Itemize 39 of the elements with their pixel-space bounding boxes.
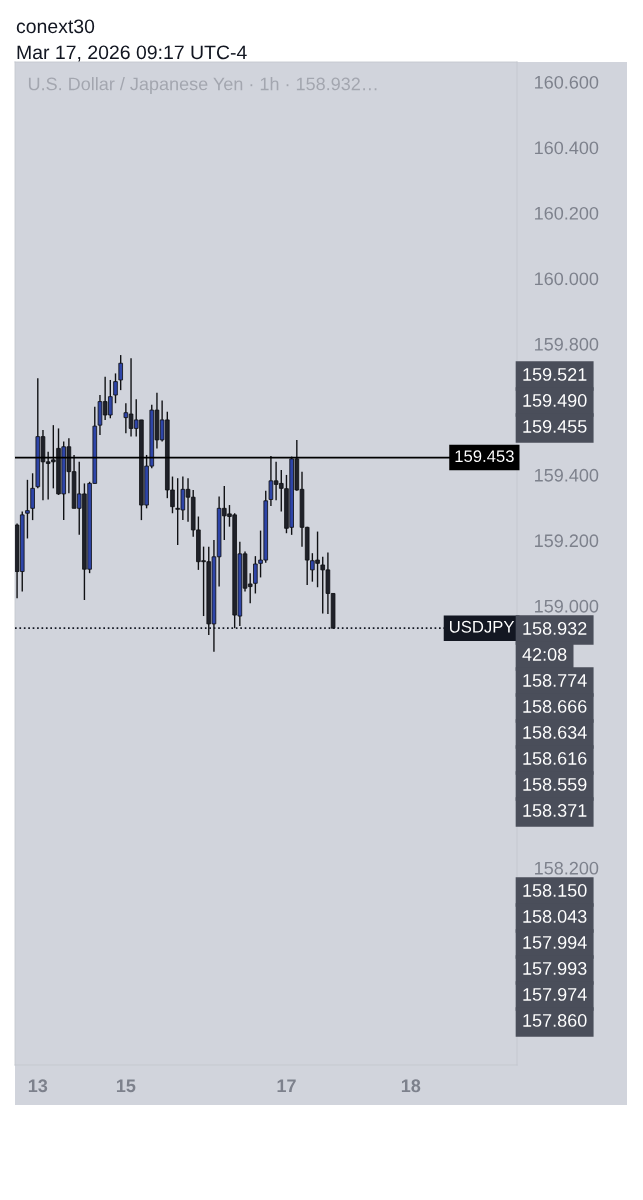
y-tick-label: 160.600 [535, 75, 599, 89]
y-tick-label: 159.200 [535, 534, 599, 548]
text: 158.371 [523, 804, 587, 817]
ref-line-label: USDJPY [450, 620, 515, 633]
text: 159.455 [523, 420, 587, 433]
x-tick-label: 18 [401, 1079, 421, 1093]
text: 157.993 [523, 962, 587, 975]
text: 158.150 [523, 884, 587, 897]
y-tick-label: 158.200 [535, 861, 599, 875]
y-tick-label: 160.400 [535, 141, 599, 155]
text: 158.932 [523, 622, 587, 635]
text: 158.043 [523, 910, 587, 923]
candlestick [25, 479, 30, 540]
candlestick [320, 556, 326, 615]
text: 159.521 [523, 368, 587, 381]
text: 158.616 [523, 752, 587, 765]
text: 158.774 [523, 674, 587, 687]
x-tick-label: 13 [28, 1079, 48, 1093]
text: 42:08 [522, 648, 567, 661]
text: 157.994 [523, 936, 587, 949]
text: 157.860 [523, 1014, 587, 1027]
y-tick-label: 159.000 [535, 599, 599, 613]
chart-title: conext30 [16, 19, 95, 34]
text: 157.974 [523, 988, 587, 1001]
y-tick-label: 160.000 [535, 272, 599, 286]
ref-line-label: 159.453 [455, 450, 514, 463]
text: 158.559 [523, 778, 587, 791]
y-tick-label: 160.200 [535, 206, 599, 220]
candlestick [118, 354, 123, 391]
text: 159.490 [523, 394, 587, 407]
text: 158.666 [523, 700, 587, 713]
text: 158.634 [523, 726, 587, 739]
x-tick-label: 17 [277, 1079, 296, 1092]
candlestick [30, 472, 35, 521]
x-tick-label: 15 [116, 1079, 136, 1093]
candlestick [113, 372, 118, 404]
y-tick-label: 159.800 [535, 337, 599, 351]
y-tick-label: 159.400 [535, 468, 599, 482]
chart-subtitle: Mar 17, 2026 09:17 UTC-4 [17, 45, 247, 62]
